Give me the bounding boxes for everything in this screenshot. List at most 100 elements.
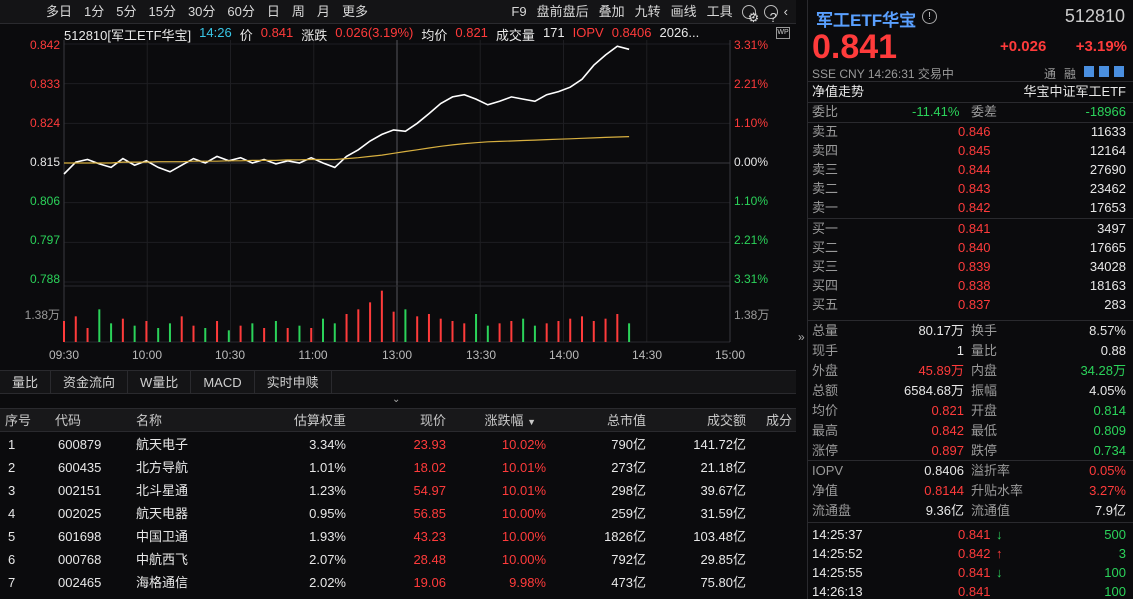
cell-index: 5 [8,529,16,544]
notify-icon[interactable] [1114,66,1124,77]
period-tabs: 多日 1分 5分 15分 30分 60分 日 周 月 更多 [0,0,374,24]
premarket-button[interactable]: 盘前盘后 [536,3,589,19]
ask-price: 0.845 [958,143,991,158]
tab-1min[interactable]: 1分 [84,3,105,19]
col-index[interactable]: 序号 [5,413,32,428]
chevron-left-icon[interactable]: ‹ [783,3,788,19]
table-row[interactable]: 3 002151 北斗星通 1.23% 54.97 10.01% 298亿 39.67亿 [0,479,796,503]
draw-line-button[interactable]: 画线 [670,3,697,19]
stat-row: 均价 0.821 开盘 0.814 [808,401,1133,421]
info-code: 512810[军工ETF华宝] [64,28,192,43]
y-label-right: 2.21% [734,77,769,91]
tab-30min[interactable]: 30分 [187,3,216,19]
collapse-chevron-icon[interactable]: ⌄ [392,394,401,405]
info-icon[interactable]: ! [922,9,937,24]
bid-level-row[interactable]: 买二 0.840 17665 [808,238,1133,258]
tick-price: 0.841 [958,565,991,580]
cell-weight: 3.34% [309,437,346,452]
bid-level-row[interactable]: 买四 0.838 18163 [808,276,1133,296]
etf-stat-value: 9.36亿 [925,503,964,518]
wp-icon[interactable]: WP [776,27,790,39]
cell-name: 中国卫通 [136,529,189,544]
cell-code: 600435 [58,460,102,475]
stat-label: 涨停 [812,443,839,458]
col-weight[interactable]: 估算权重 [293,413,346,428]
tab-60min[interactable]: 60分 [227,3,255,19]
etf-stat-row: 净值 0.8144 升贴水率 3.27% [808,481,1133,501]
lock-icon[interactable] [1099,66,1109,77]
stat-row: 最高 0.842 最低 0.809 [808,421,1133,441]
cell-weight: 2.07% [309,552,346,567]
cell-market-cap: 273亿 [611,460,646,475]
stat-value: 0.842 [931,423,964,438]
tab-day[interactable]: 日 [266,3,280,19]
table-row[interactable]: 1 600879 航天电子 3.34% 23.93 10.02% 790亿 141.72亿 [0,433,796,457]
tab-more[interactable]: 更多 [341,3,368,19]
expand-arrow-icon[interactable]: » [798,330,805,344]
ask-level-row[interactable]: 卖四 0.845 12164 [808,141,1133,161]
stat-row: 总额 6584.68万 振幅 4.05% [808,381,1133,401]
bid-level-row[interactable]: 买三 0.839 34028 [808,257,1133,277]
col-constituent[interactable]: 成分 [766,413,793,428]
x-label: 11:00 [298,348,328,362]
x-label: 15:00 [714,348,746,362]
f9-button[interactable]: F9 [511,3,527,19]
tab-macd[interactable]: MACD [191,371,255,393]
cell-price: 56.85 [413,506,446,521]
cell-change: 10.02% [501,437,546,452]
ask-level-row[interactable]: 卖五 0.846 11633 [808,122,1133,142]
cell-weight: 1.01% [309,460,346,475]
ask-level-row[interactable]: 卖二 0.843 23462 [808,179,1133,199]
table-row[interactable]: 5 601698 中国卫通 1.93% 43.23 10.00% 1826亿 103.48亿 [0,525,796,549]
tab-month[interactable]: 月 [316,3,330,19]
stat-value: 0.809 [1093,423,1126,438]
col-price[interactable]: 现价 [419,413,446,428]
volume-label-right: 1.38万 [734,308,770,322]
etf-stat-label: 净值 [812,483,839,498]
col-code[interactable]: 代码 [55,413,82,428]
col-change[interactable]: 涨跌幅 ▼ [484,413,536,428]
cell-change: 10.00% [501,529,546,544]
nav-trend-label: 净值走势 [812,84,865,99]
etf-stat-value: 7.9亿 [1094,503,1126,518]
tab-money-flow[interactable]: 资金流向 [51,371,129,393]
help-icon[interactable]: ? [763,4,778,25]
cell-weight: 1.93% [309,529,346,544]
bid-volume: 34028 [1089,259,1126,274]
stat-label: 跌停 [971,443,998,458]
table-row[interactable]: 2 600435 北方导航 1.01% 18.02 10.01% 273亿 21.18亿 [0,456,796,480]
tools-button[interactable]: 工具 [706,3,733,19]
x-label: 13:00 [381,348,413,362]
edit-icon[interactable] [1084,66,1094,77]
cell-name: 北方导航 [136,460,189,475]
etf-stat-label: 溢折率 [971,463,1011,478]
col-turnover[interactable]: 成交额 [706,413,746,428]
table-row[interactable]: 4 002025 航天电器 0.95% 56.85 10.00% 259亿 31.59亿 [0,502,796,526]
col-name[interactable]: 名称 [136,413,163,428]
ask-price: 0.844 [958,162,991,177]
gear-icon[interactable]: ⚙ [741,4,759,25]
tab-15min[interactable]: 15分 [148,3,176,19]
nav-trend-row[interactable]: 净值走势 华宝中证军工ETF [808,82,1133,102]
ask-level-row[interactable]: 卖一 0.842 17653 [808,198,1133,218]
tick-row: 14:25:52 0.842 ↑ 3 [808,544,1133,564]
tab-w-volume-ratio[interactable]: W量比 [128,371,192,393]
nine-turn-button[interactable]: 九转 [634,3,661,19]
overlay-button[interactable]: 叠加 [598,3,625,19]
info-vol-label: 成交量 [495,28,535,43]
table-row[interactable]: 7 002465 海格通信 2.02% 19.06 9.98% 473亿 75.80亿 [0,571,796,595]
bid-level-row[interactable]: 买一 0.841 3497 [808,219,1133,239]
table-row[interactable]: 6 000768 中航西飞 2.07% 28.48 10.00% 792亿 29.85亿 [0,548,796,572]
weicha-value: -18966 [1085,104,1126,119]
info-avg: 0.821 [455,25,488,40]
tab-multi-day[interactable]: 多日 [46,3,73,19]
tab-week[interactable]: 周 [291,3,305,19]
bid-level-row[interactable]: 买五 0.837 283 [808,295,1133,315]
etf-stat-value: 0.8144 [924,483,964,498]
tab-5min[interactable]: 5分 [116,3,137,19]
tab-volume-ratio[interactable]: 量比 [0,371,52,393]
col-market-cap[interactable]: 总市值 [606,413,646,428]
tab-realtime-subscription[interactable]: 实时申赎 [255,371,332,393]
cell-price: 43.23 [413,529,446,544]
ask-level-row[interactable]: 卖三 0.844 27690 [808,160,1133,180]
